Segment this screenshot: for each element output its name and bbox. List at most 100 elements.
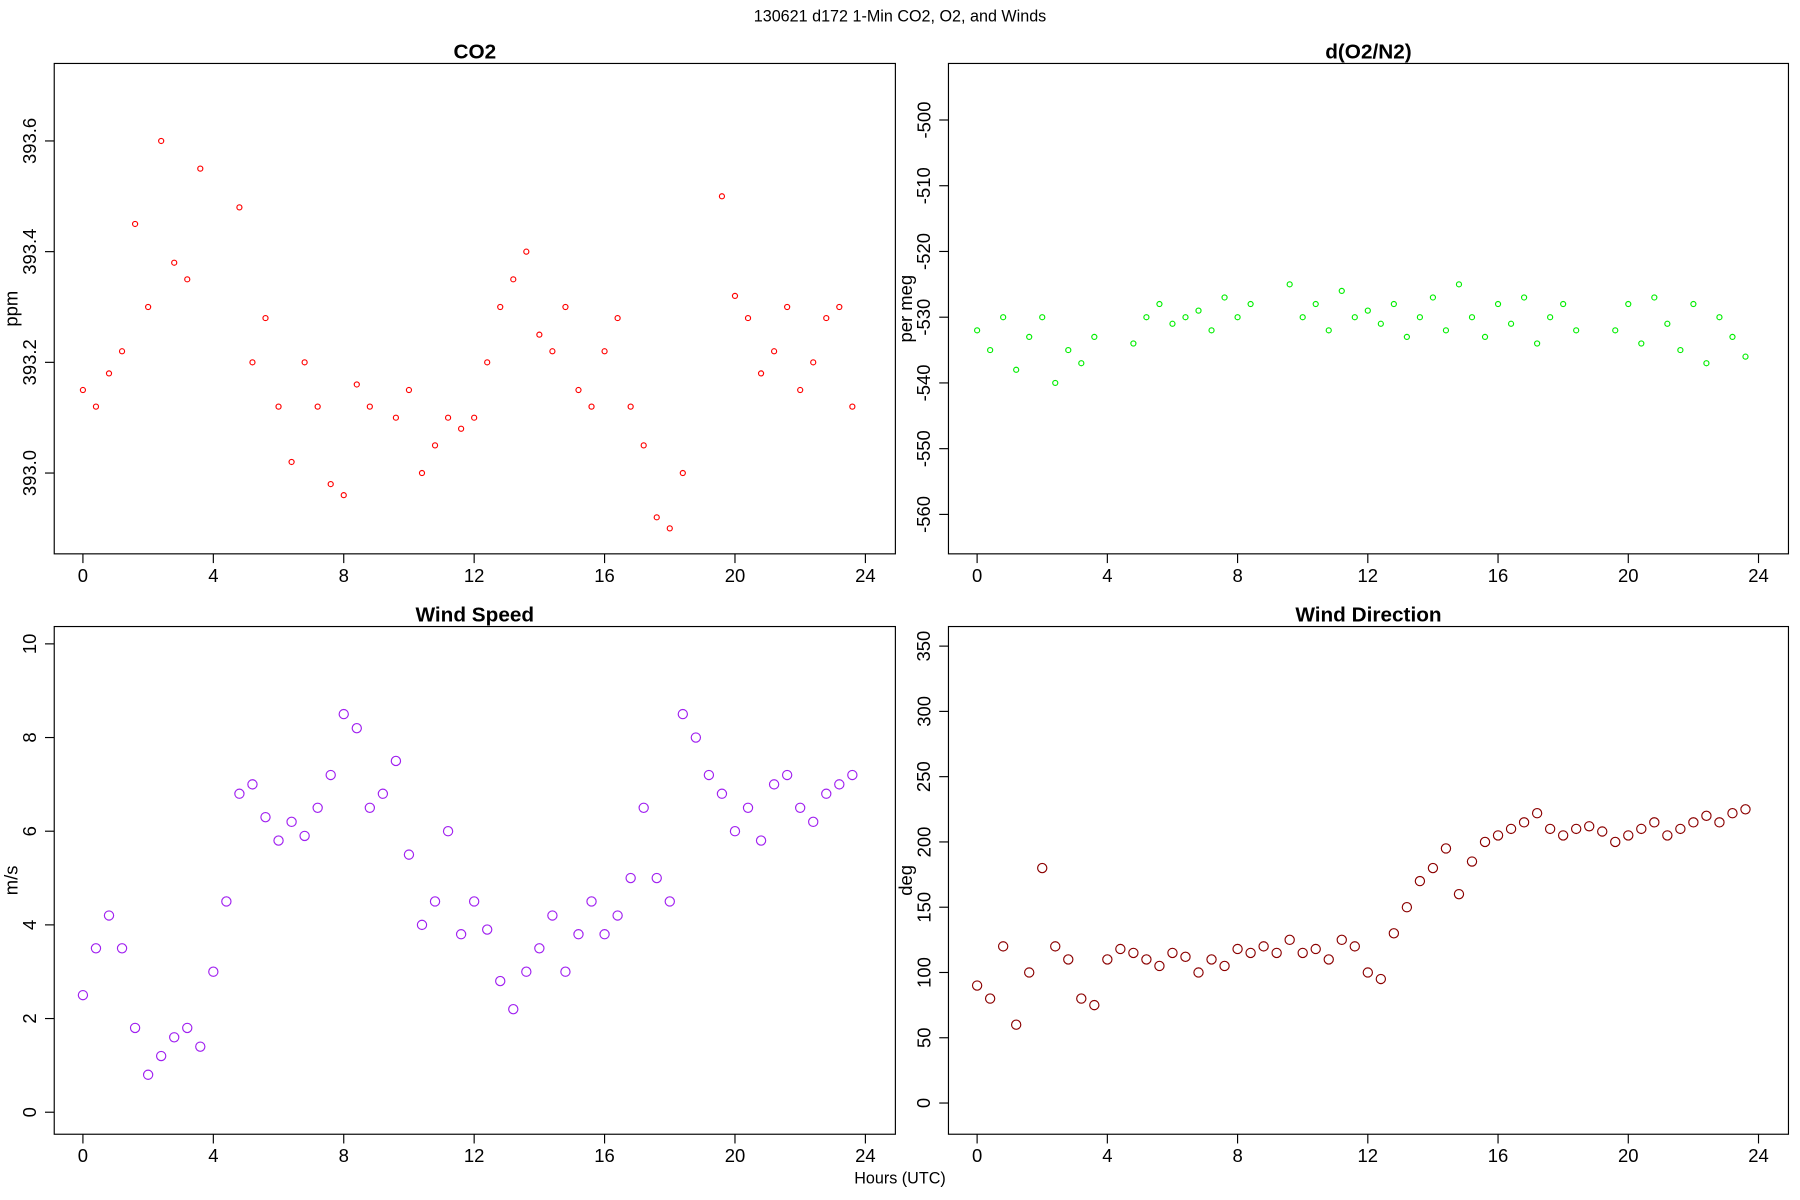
point [601,348,608,355]
point [1078,360,1085,367]
point [1390,300,1397,308]
point [1740,804,1751,815]
point [716,788,728,799]
point [1557,830,1569,841]
point [338,708,349,720]
point [1377,320,1384,327]
point [1195,307,1202,314]
x-tick-label: 20 [1618,1145,1639,1166]
point [1455,281,1463,288]
point [1208,327,1215,334]
point [1729,333,1736,341]
x-tick-label: 8 [339,565,349,586]
panel-title: d(O2/N2) [1325,41,1411,64]
point [1533,340,1541,347]
point [1000,314,1007,321]
point [1364,307,1371,314]
y-tick-label: 250 [913,761,934,792]
y-tick-label: 393.4 [19,229,40,275]
point [560,966,571,977]
point [638,802,649,813]
point [457,425,465,432]
point [834,779,845,790]
point [314,403,321,410]
x-tick-label: 20 [725,1145,746,1166]
point [987,346,994,354]
x-tick-label: 16 [1488,565,1509,586]
point [364,802,376,813]
point [455,929,467,940]
point [1143,314,1150,321]
point [536,331,543,338]
point [1481,333,1489,341]
y-axis-label: deg [895,865,916,896]
y-tick-label: 10 [19,634,40,655]
point [1662,830,1673,841]
point [1742,353,1749,360]
point [849,403,856,410]
x-tick-label: 8 [1232,565,1242,586]
point [260,811,271,823]
x-tick-label: 16 [594,1145,615,1166]
point [403,849,415,860]
point [1690,300,1697,308]
y-tick-label: 0 [19,1107,40,1117]
point [1297,947,1308,959]
x-tick-label: 24 [1748,565,1769,586]
x-tick-label: 0 [78,565,88,586]
point [1651,294,1658,301]
point [1024,967,1035,978]
point [1492,830,1504,841]
point [770,348,778,355]
point [273,835,284,846]
point [729,826,741,837]
point [1052,379,1059,387]
point [442,826,454,837]
point [340,492,347,499]
x-tick-label: 12 [464,565,485,586]
point [1338,287,1345,295]
plot-frame [947,62,1790,555]
point [1234,314,1241,321]
point [973,327,981,334]
point [325,769,336,781]
point [523,248,530,255]
point [718,193,726,200]
point [703,769,715,781]
point [158,137,165,145]
point [195,1041,206,1052]
point [666,525,673,532]
point [1677,346,1684,354]
x-tick-label: 16 [594,565,615,586]
point [1312,300,1319,308]
point [1375,973,1387,985]
y-tick-label: 6 [19,826,40,836]
point [627,403,634,410]
point [1154,960,1165,972]
point [1351,314,1358,321]
point [1325,327,1332,334]
point [1636,823,1647,835]
point [182,1022,193,1034]
point [249,359,256,366]
point [288,458,295,466]
point [1010,1019,1022,1030]
point [392,414,400,421]
point [129,1022,141,1034]
plot-frame [53,625,896,1135]
y-tick-label: 2 [19,1013,40,1023]
point [1703,360,1710,367]
point [821,788,832,799]
y-tick-label: 200 [913,827,934,858]
x-tick-label: 12 [1358,565,1379,586]
x-tick-label: 4 [1102,565,1112,586]
point [1156,300,1163,308]
y-tick-label: -500 [913,102,934,139]
point [77,989,89,1001]
point [1440,843,1452,854]
point [599,929,610,940]
point [116,943,128,954]
point [1544,823,1556,835]
